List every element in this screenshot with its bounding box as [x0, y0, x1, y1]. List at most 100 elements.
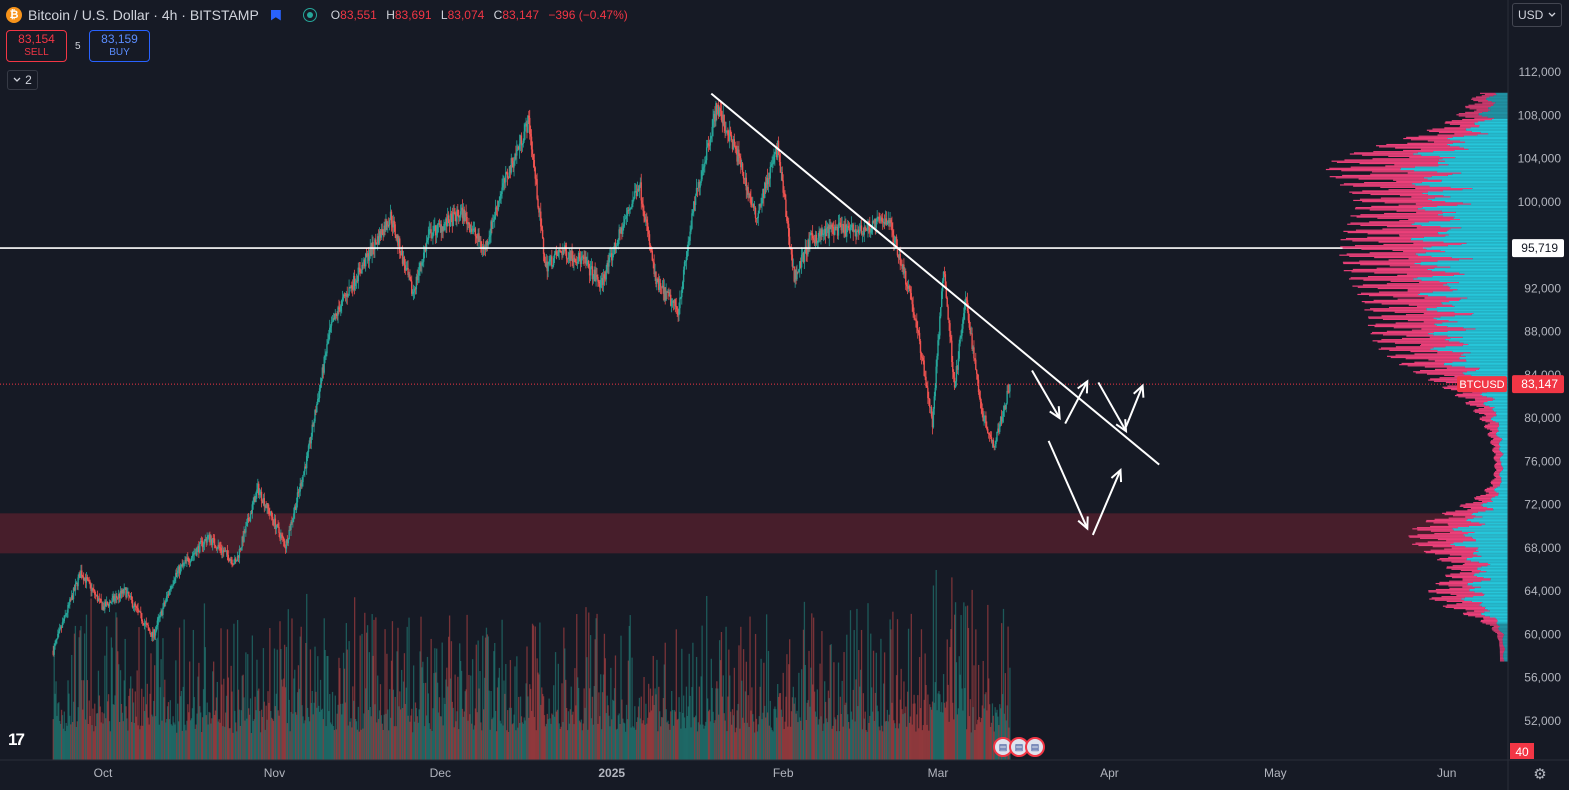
projection-arrow[interactable] [1047, 440, 1089, 529]
us-flag-icon[interactable]: ▤ [1025, 737, 1045, 757]
volume-bar [183, 619, 185, 760]
candle-body [884, 218, 887, 225]
flag-icon[interactable] [270, 9, 281, 21]
volume-bar [205, 715, 207, 760]
volume-label-bg [1510, 743, 1534, 759]
volume-bar [635, 729, 637, 760]
candle-body [549, 259, 551, 262]
profile-row-buy [1475, 515, 1508, 517]
volume-bar [712, 711, 714, 760]
profile-row-buy [1462, 202, 1508, 204]
candle-body [774, 151, 776, 157]
projection-arrow[interactable] [1125, 385, 1144, 428]
candle-body [945, 285, 947, 298]
candle-body [864, 226, 866, 229]
candle-body [923, 360, 925, 376]
profile-row-sell [1460, 124, 1480, 127]
profile-row-sell [1424, 366, 1465, 368]
market-status-icon[interactable] [302, 8, 317, 22]
candle-body [722, 114, 724, 124]
candle-body [557, 251, 559, 256]
candle-body [544, 262, 547, 266]
candle-body [874, 218, 877, 229]
volume-bar [520, 716, 523, 760]
volume-bar [551, 713, 553, 760]
candle-body [399, 253, 402, 256]
projection-arrow[interactable] [1097, 381, 1127, 432]
chart-settings-icon[interactable]: ⚙ [1533, 766, 1547, 783]
candle-body [142, 623, 145, 626]
candle-body [181, 565, 183, 566]
volume-bar [722, 675, 724, 760]
volume-bar [70, 724, 72, 760]
volume-bar [516, 656, 518, 760]
candle-body [913, 312, 915, 316]
volume-bar [947, 684, 949, 760]
volume-bar [978, 716, 981, 760]
candle-body [803, 251, 806, 263]
volume-bar [647, 717, 649, 760]
profile-row-sell [1380, 186, 1451, 188]
profile-row-buy [1503, 651, 1508, 654]
currency-select[interactable]: USD [1512, 3, 1562, 27]
volume-bar [218, 719, 220, 760]
volume-bar [407, 715, 409, 760]
candle-body [110, 602, 112, 603]
profile-row-buy [1421, 261, 1508, 263]
volume-bar [823, 723, 825, 760]
profile-row-sell [1496, 468, 1503, 470]
profile-row-sell [1456, 393, 1481, 395]
profile-row-buy [1431, 176, 1508, 178]
volume-bar [847, 714, 849, 760]
profile-row-sell [1435, 588, 1470, 591]
volume-bar [69, 715, 71, 760]
volume-bar [86, 680, 89, 760]
indicators-toggle[interactable]: 2 [7, 70, 38, 90]
volume-bar [513, 714, 515, 760]
volume-bar [65, 722, 67, 760]
candle-body [586, 262, 588, 265]
profile-row-sell [1325, 168, 1401, 171]
candle-body [566, 258, 569, 260]
volume-bar [158, 724, 160, 760]
candle-body [368, 255, 371, 261]
volume-bar [958, 656, 960, 760]
volume-bar [292, 713, 294, 760]
candle-body [871, 221, 874, 227]
profile-row-buy [1452, 361, 1508, 363]
buy-button[interactable]: 83,159 BUY [89, 30, 150, 62]
volume-bar [96, 713, 99, 760]
candle-body [145, 622, 148, 624]
candle-body [732, 139, 735, 150]
candle-body [375, 239, 377, 243]
profile-row-sell [1401, 362, 1445, 365]
volume-bar [774, 706, 776, 760]
profile-row-buy [1494, 490, 1508, 492]
profile-row-sell [1360, 292, 1420, 294]
volume-bar [323, 618, 325, 760]
sell-button[interactable]: 83,154 SELL [6, 30, 67, 62]
projection-arrow[interactable] [1064, 380, 1089, 425]
projection-arrow[interactable] [1031, 370, 1061, 419]
candle-body [319, 384, 322, 389]
trendline[interactable] [710, 92, 1160, 466]
volume-bar [242, 674, 244, 760]
candle-body [602, 274, 605, 285]
volume-bar [542, 693, 544, 760]
volume-bar [818, 719, 820, 760]
volume-bar [186, 720, 188, 760]
volume-bar [724, 720, 726, 760]
profile-row-buy [1491, 499, 1508, 501]
volume-bar [614, 655, 617, 760]
tradingview-logo-icon[interactable]: 17 [8, 730, 25, 749]
volume-bar [752, 714, 754, 760]
profile-row-buy [1483, 403, 1508, 405]
volume-bar [766, 712, 769, 760]
candle-body [671, 300, 674, 302]
volume-bar [376, 722, 378, 760]
projection-arrow[interactable] [1091, 469, 1122, 536]
symbol-title[interactable]: Bitcoin / U.S. Dollar · 4h · BITSTAMP [28, 7, 259, 23]
profile-row-sell [1406, 273, 1465, 275]
candle-body [337, 307, 339, 316]
